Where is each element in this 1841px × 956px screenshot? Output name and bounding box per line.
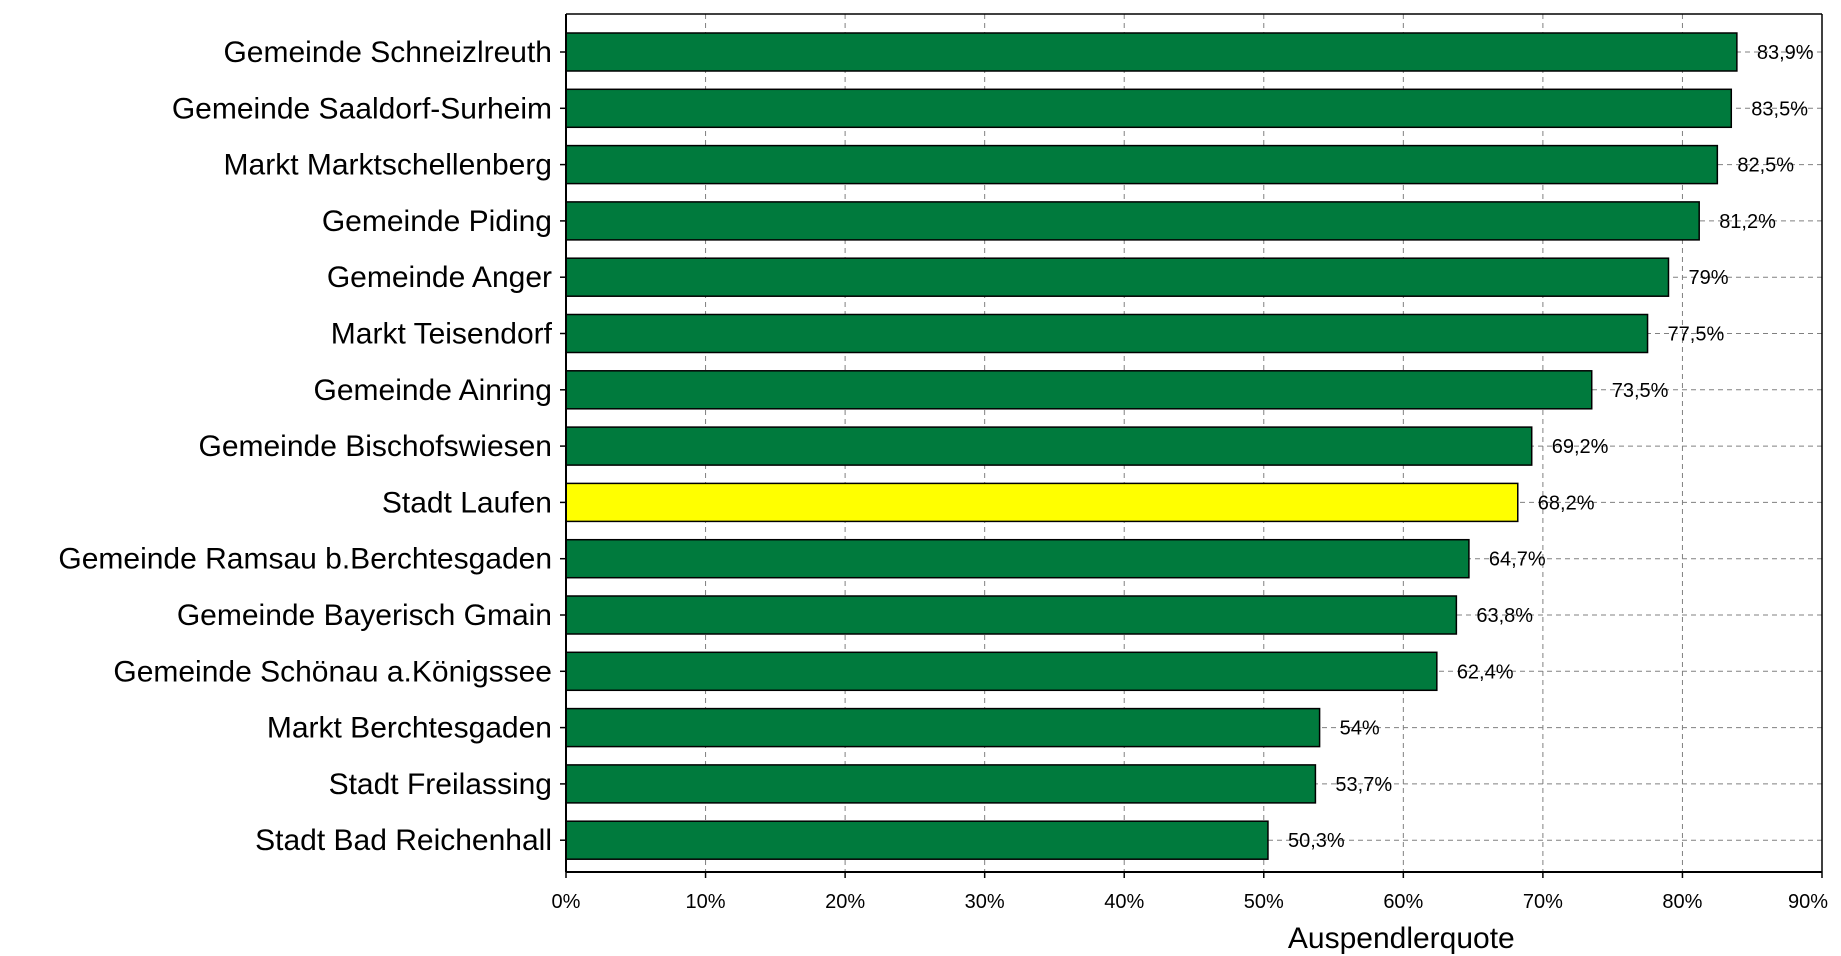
x-tick-label-2: 20% <box>825 891 865 913</box>
x-axis-title: Auspendlerquote <box>1288 922 1515 955</box>
category-label-5: Markt Teisendorf <box>331 318 553 351</box>
value-label-11: 62,4% <box>1457 661 1514 683</box>
x-tick-label-4: 40% <box>1104 891 1144 913</box>
value-label-12: 54% <box>1340 718 1380 740</box>
value-label-9: 64,7% <box>1489 549 1546 571</box>
value-label-4: 79% <box>1688 267 1728 289</box>
x-tick-label-8: 80% <box>1662 891 1702 913</box>
bar-7 <box>565 426 1533 466</box>
value-label-13: 53,7% <box>1335 774 1392 796</box>
value-label-0: 83,9% <box>1757 42 1814 64</box>
value-label-6: 73,5% <box>1612 380 1669 402</box>
value-label-8: 68,2% <box>1538 492 1595 514</box>
category-label-8: Stadt Laufen <box>382 486 552 519</box>
bar-6 <box>565 370 1593 410</box>
x-tick-label-1: 10% <box>686 891 726 913</box>
category-label-3: Gemeinde Piding <box>322 205 552 238</box>
bar-8 <box>565 482 1519 523</box>
category-label-9: Gemeinde Ramsau b.Berchtesgaden <box>58 543 552 576</box>
bar-9 <box>565 538 1470 579</box>
value-label-7: 69,2% <box>1552 436 1609 458</box>
category-label-0: Gemeinde Schneizlreuth <box>223 36 552 69</box>
x-tick-label-0: 0% <box>552 891 581 913</box>
x-tick-label-3: 30% <box>965 891 1005 913</box>
bar-13 <box>565 764 1317 804</box>
value-label-3: 81,2% <box>1719 211 1776 233</box>
category-label-6: Gemeinde Ainring <box>314 374 552 407</box>
bar-11 <box>565 651 1438 692</box>
bar-14 <box>565 820 1269 860</box>
bar-0 <box>565 32 1738 72</box>
value-label-14: 50,3% <box>1288 830 1345 852</box>
x-tick-label-5: 50% <box>1244 891 1284 913</box>
bar-2 <box>565 144 1719 185</box>
value-label-1: 83,5% <box>1751 98 1808 120</box>
category-label-10: Gemeinde Bayerisch Gmain <box>177 599 552 632</box>
bar-12 <box>565 707 1321 748</box>
category-label-14: Stadt Bad Reichenhall <box>255 824 552 857</box>
category-label-12: Markt Berchtesgaden <box>267 712 552 745</box>
bar-3 <box>565 201 1700 241</box>
category-label-13: Stadt Freilassing <box>329 768 552 801</box>
category-label-2: Markt Marktschellenberg <box>224 149 552 182</box>
category-label-4: Gemeinde Anger <box>327 261 552 294</box>
x-tick-label-9: 90% <box>1788 891 1828 913</box>
bar-1 <box>565 88 1733 129</box>
value-label-5: 77,5% <box>1668 324 1725 346</box>
bar-10 <box>565 595 1458 635</box>
bar-5 <box>565 313 1649 354</box>
category-label-7: Gemeinde Bischofswiesen <box>198 430 552 463</box>
x-tick-label-7: 70% <box>1523 891 1563 913</box>
x-tick-label-6: 60% <box>1383 891 1423 913</box>
bar-4 <box>565 257 1670 297</box>
value-label-10: 63,8% <box>1476 605 1533 627</box>
category-label-11: Gemeinde Schönau a.Königssee <box>113 655 552 688</box>
value-label-2: 82,5% <box>1737 155 1794 177</box>
category-label-1: Gemeinde Saaldorf-Surheim <box>172 92 552 125</box>
